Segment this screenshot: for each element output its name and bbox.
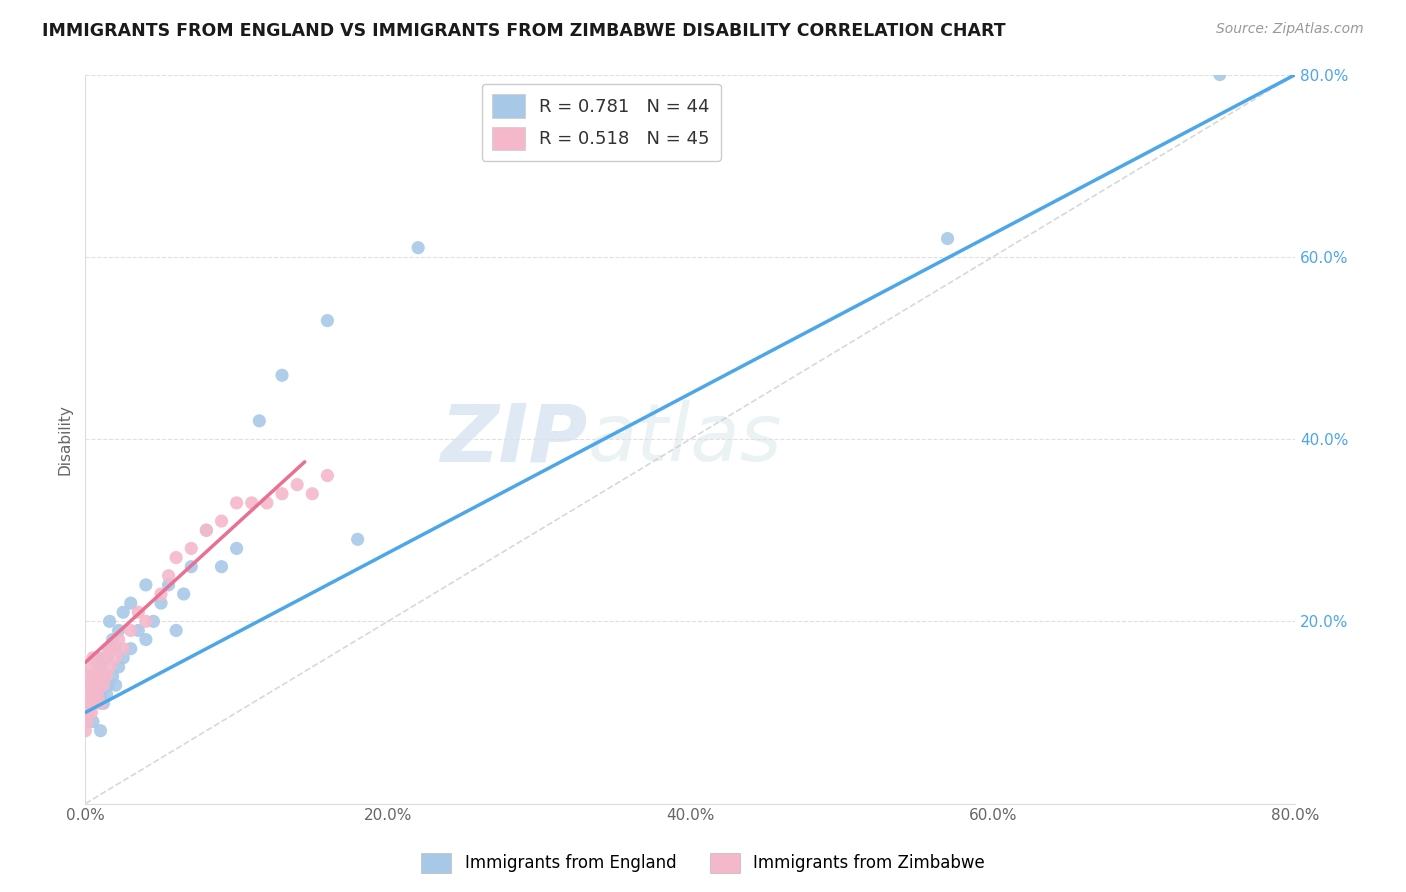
Point — [83, 697, 105, 711]
Point — [936, 231, 959, 245]
Point — [98, 641, 121, 656]
Point — [80, 678, 103, 692]
Point — [271, 368, 294, 383]
Point — [93, 650, 115, 665]
Point — [98, 615, 121, 629]
Point — [86, 687, 108, 701]
Point — [127, 624, 149, 638]
Point — [89, 669, 111, 683]
Point — [104, 678, 127, 692]
Point — [142, 615, 165, 629]
Point — [150, 596, 173, 610]
Point — [316, 313, 339, 327]
Point — [75, 706, 97, 720]
Point — [93, 678, 115, 692]
Point — [82, 714, 104, 729]
Point — [104, 641, 127, 656]
Point — [165, 624, 187, 638]
Point — [211, 559, 233, 574]
Point — [112, 605, 135, 619]
Point — [316, 468, 339, 483]
Point — [79, 660, 101, 674]
Point — [82, 687, 104, 701]
Point — [97, 641, 120, 656]
Point — [120, 596, 142, 610]
Point — [271, 487, 294, 501]
Point — [93, 697, 115, 711]
Point — [157, 568, 180, 582]
Point — [107, 624, 129, 638]
Point — [240, 496, 263, 510]
Point — [83, 669, 105, 683]
Point — [77, 706, 100, 720]
Point — [112, 650, 135, 665]
Point — [135, 615, 157, 629]
Point — [82, 697, 104, 711]
Text: Source: ZipAtlas.com: Source: ZipAtlas.com — [1216, 22, 1364, 37]
Point — [80, 706, 103, 720]
Point — [86, 650, 108, 665]
Point — [79, 697, 101, 711]
Point — [76, 714, 98, 729]
Point — [89, 723, 111, 738]
Point — [98, 660, 121, 674]
Point — [346, 533, 368, 547]
Text: ZIP: ZIP — [440, 401, 588, 478]
Point — [75, 723, 97, 738]
Point — [135, 578, 157, 592]
Point — [180, 541, 202, 556]
Point — [84, 678, 107, 692]
Point — [195, 523, 218, 537]
Point — [225, 496, 247, 510]
Point — [96, 650, 118, 665]
Point — [75, 678, 97, 692]
Point — [225, 541, 247, 556]
Point — [89, 697, 111, 711]
Point — [165, 550, 187, 565]
Point — [93, 669, 115, 683]
Point — [101, 669, 124, 683]
Point — [135, 632, 157, 647]
Point — [76, 687, 98, 701]
Point — [120, 641, 142, 656]
Point — [150, 587, 173, 601]
Point — [301, 487, 323, 501]
Point — [406, 241, 429, 255]
Point — [1209, 68, 1232, 82]
Point — [89, 660, 111, 674]
Point — [107, 632, 129, 647]
Point — [104, 650, 127, 665]
Point — [97, 678, 120, 692]
Point — [285, 477, 308, 491]
Point — [180, 559, 202, 574]
Point — [82, 669, 104, 683]
Legend: Immigrants from England, Immigrants from Zimbabwe: Immigrants from England, Immigrants from… — [415, 847, 991, 880]
Point — [84, 678, 107, 692]
Point — [96, 669, 118, 683]
Point — [195, 523, 218, 537]
Point — [247, 414, 270, 428]
Text: IMMIGRANTS FROM ENGLAND VS IMMIGRANTS FROM ZIMBABWE DISABILITY CORRELATION CHART: IMMIGRANTS FROM ENGLAND VS IMMIGRANTS FR… — [42, 22, 1005, 40]
Point — [157, 578, 180, 592]
Point — [127, 605, 149, 619]
Point — [82, 650, 104, 665]
Y-axis label: Disability: Disability — [58, 404, 72, 475]
Point — [112, 641, 135, 656]
Point — [173, 587, 195, 601]
Point — [120, 624, 142, 638]
Legend: R = 0.781   N = 44, R = 0.518   N = 45: R = 0.781 N = 44, R = 0.518 N = 45 — [482, 84, 721, 161]
Text: atlas: atlas — [588, 401, 782, 478]
Point — [89, 687, 111, 701]
Point — [87, 660, 110, 674]
Point — [256, 496, 278, 510]
Point — [77, 669, 100, 683]
Point — [101, 632, 124, 647]
Point — [96, 687, 118, 701]
Point — [211, 514, 233, 528]
Point — [101, 641, 124, 656]
Point — [107, 660, 129, 674]
